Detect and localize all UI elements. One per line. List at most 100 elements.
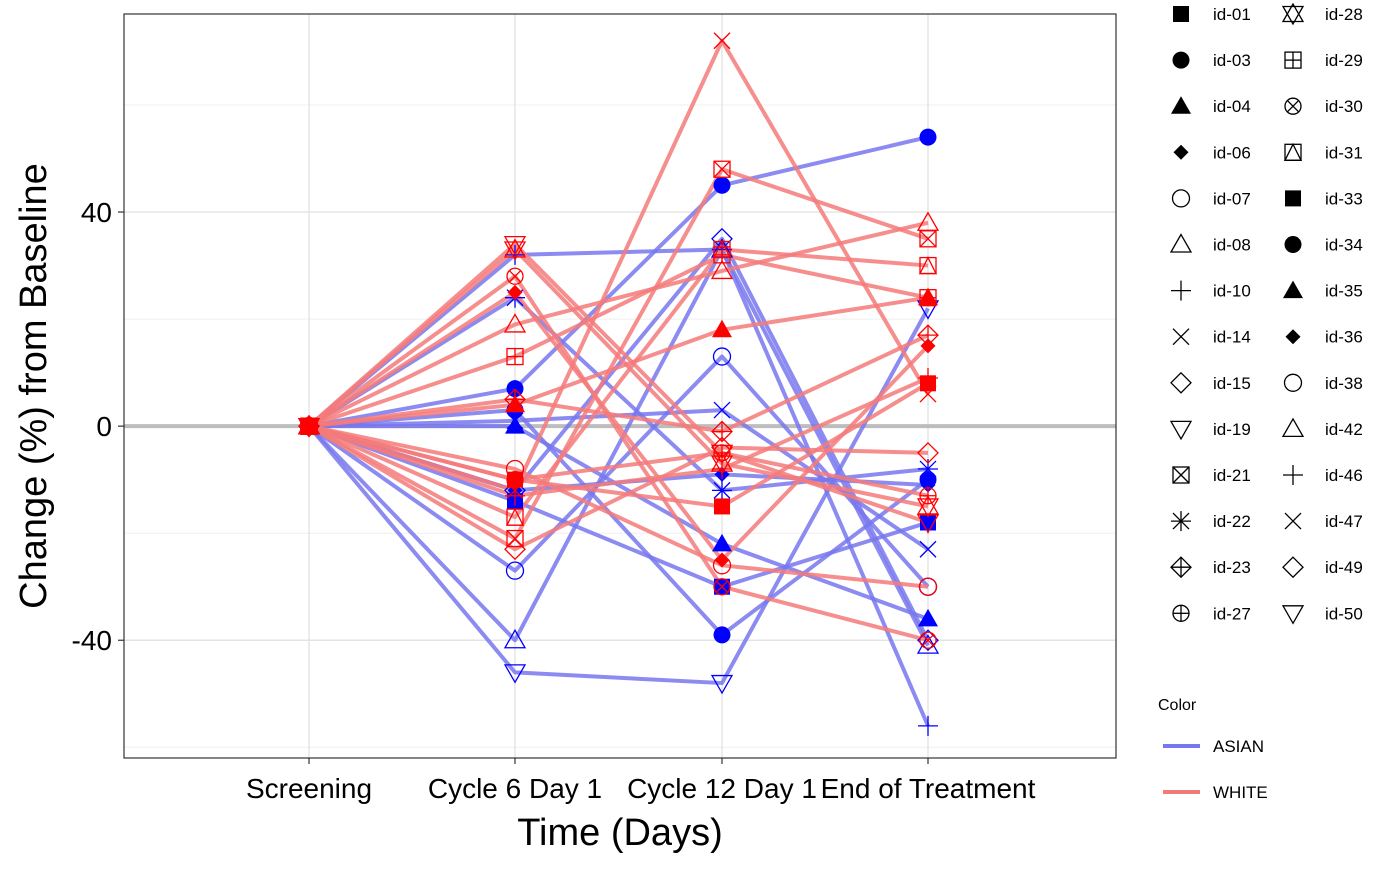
marker-id-31-3 bbox=[918, 256, 938, 275]
legend-label-id-47: id-47 bbox=[1325, 512, 1363, 531]
marker-id-49-1 bbox=[504, 538, 526, 561]
marker-id-30-2 bbox=[713, 578, 731, 596]
marker-id-03-3 bbox=[919, 128, 937, 146]
marker-id-07-2 bbox=[712, 347, 732, 366]
marker-id-30-1 bbox=[506, 267, 524, 285]
marker-id-19-1 bbox=[503, 664, 527, 684]
marker-id-50-3 bbox=[916, 514, 940, 534]
marker-id-35-3 bbox=[918, 287, 938, 306]
color-legend-title: Color bbox=[1158, 697, 1197, 714]
series-line-id-49 bbox=[307, 424, 929, 552]
series-line-id-33 bbox=[308, 381, 930, 509]
series-line-id-34 bbox=[308, 408, 930, 637]
series-line-id-35 bbox=[308, 295, 929, 429]
marker-id-36-3 bbox=[920, 338, 936, 354]
marker-id-49-3 bbox=[917, 441, 939, 464]
legend-key-id-23 bbox=[1170, 556, 1192, 579]
legend-label-id-01: id-01 bbox=[1213, 5, 1251, 24]
marker-id-36-2 bbox=[714, 552, 730, 568]
panel-border bbox=[123, 13, 1117, 759]
legend-label-id-19: id-19 bbox=[1213, 420, 1251, 439]
series-line-id-46 bbox=[308, 376, 929, 498]
marker-id-34-3 bbox=[919, 471, 937, 489]
legend-key-id-38 bbox=[1283, 373, 1303, 392]
series-line-id-08 bbox=[307, 247, 930, 647]
marker-id-08-1 bbox=[503, 628, 527, 649]
legend-key-id-21 bbox=[1172, 466, 1190, 484]
y-tick-label: 0 bbox=[96, 411, 112, 442]
y-tick-label: 40 bbox=[81, 197, 112, 228]
legend-key-id-50 bbox=[1281, 605, 1305, 625]
marker-id-28-1 bbox=[503, 238, 527, 261]
legend-key-id-14 bbox=[1172, 328, 1190, 346]
series-line-id-29 bbox=[308, 252, 929, 429]
legend-label-id-06: id-06 bbox=[1213, 143, 1251, 162]
marker-id-04-2 bbox=[712, 533, 732, 552]
marker-id-50-2 bbox=[710, 444, 734, 465]
shape-legend: id-01 id-03 id-04 id-06 id-07 id-08 id-10 id-14… bbox=[1169, 2, 1363, 625]
legend-key-id-36 bbox=[1285, 329, 1301, 345]
legend-label-id-08: id-08 bbox=[1213, 236, 1251, 255]
marker-id-47-1 bbox=[506, 481, 524, 499]
x-axis-title: Time (Days) bbox=[517, 812, 722, 854]
legend-label-id-21: id-21 bbox=[1213, 466, 1251, 485]
marker-id-38-1 bbox=[505, 459, 525, 479]
marker-id-47-3 bbox=[919, 385, 937, 403]
legend-key-id-42 bbox=[1281, 417, 1305, 438]
legend-key-id-06 bbox=[1173, 144, 1189, 160]
series-line-id-23 bbox=[308, 333, 929, 434]
series-line-id-30 bbox=[307, 274, 929, 643]
marker-id-21-2 bbox=[713, 160, 731, 178]
marker-id-03-2 bbox=[713, 176, 731, 194]
legend-label-id-27: id-27 bbox=[1213, 604, 1251, 623]
legend-label-id-42: id-42 bbox=[1325, 420, 1363, 439]
x-tick-label: Cycle 6 Day 1 bbox=[428, 773, 602, 804]
legend-key-id-33 bbox=[1285, 190, 1301, 207]
marker-id-38-3 bbox=[918, 577, 938, 596]
legend-label-id-23: id-23 bbox=[1213, 558, 1251, 577]
legend-label-id-14: id-14 bbox=[1213, 328, 1251, 347]
x-tick-label: End of Treatment bbox=[821, 773, 1036, 804]
legend-label-id-33: id-33 bbox=[1325, 189, 1363, 208]
x-axis: Screening Cycle 6 Day 1 Cycle 12 Day 1 End … bbox=[246, 758, 1036, 804]
series-line-id-50 bbox=[307, 242, 929, 525]
marker-id-50-1 bbox=[503, 236, 527, 256]
y-axis-title: Change (%) from Baseline bbox=[13, 163, 55, 609]
legend-label-id-03: id-03 bbox=[1213, 51, 1251, 70]
legend-key-id-31 bbox=[1283, 142, 1303, 161]
marker-id-28-3 bbox=[916, 495, 940, 518]
x-tick-label: Cycle 12 Day 1 bbox=[627, 773, 817, 804]
legend-label-id-28: id-28 bbox=[1325, 5, 1363, 24]
y-axis: -40 0 40 bbox=[72, 197, 124, 656]
markers-layer bbox=[297, 32, 940, 736]
marker-id-42-1 bbox=[503, 313, 527, 333]
series-line-id-03 bbox=[308, 135, 929, 429]
marker-id-36-1 bbox=[507, 284, 523, 300]
legend-label-id-34: id-34 bbox=[1325, 236, 1363, 255]
series-line-id-01 bbox=[308, 424, 929, 589]
marker-id-46-3 bbox=[918, 367, 938, 388]
legend-key-id-29 bbox=[1284, 51, 1302, 69]
legend-key-id-03 bbox=[1172, 51, 1190, 69]
legend-key-id-07 bbox=[1171, 189, 1191, 208]
marker-id-34-2 bbox=[713, 626, 731, 644]
marker-id-35-1 bbox=[505, 394, 525, 413]
marker-id-33-1 bbox=[507, 471, 523, 488]
legend-key-id-49 bbox=[1282, 556, 1304, 579]
legend-key-id-46 bbox=[1283, 465, 1303, 485]
marker-id-29-1 bbox=[506, 347, 524, 366]
legend-label-id-35: id-35 bbox=[1325, 282, 1363, 301]
series-line-id-36 bbox=[307, 290, 930, 562]
marker-id-31-2 bbox=[712, 240, 732, 259]
legend-label-id-07: id-07 bbox=[1213, 189, 1251, 208]
legend-key-id-01 bbox=[1173, 6, 1189, 22]
series-line-id-28 bbox=[307, 247, 929, 509]
marker-id-33-2 bbox=[714, 498, 730, 515]
legend-label-id-15: id-15 bbox=[1213, 374, 1251, 393]
legend-label-id-46: id-46 bbox=[1325, 466, 1363, 485]
marker-id-47-2 bbox=[713, 32, 731, 50]
color-legend: Color ASIAN WHITE bbox=[1158, 697, 1268, 802]
series-line-id-19 bbox=[307, 307, 930, 686]
marker-id-38-2 bbox=[712, 556, 732, 575]
